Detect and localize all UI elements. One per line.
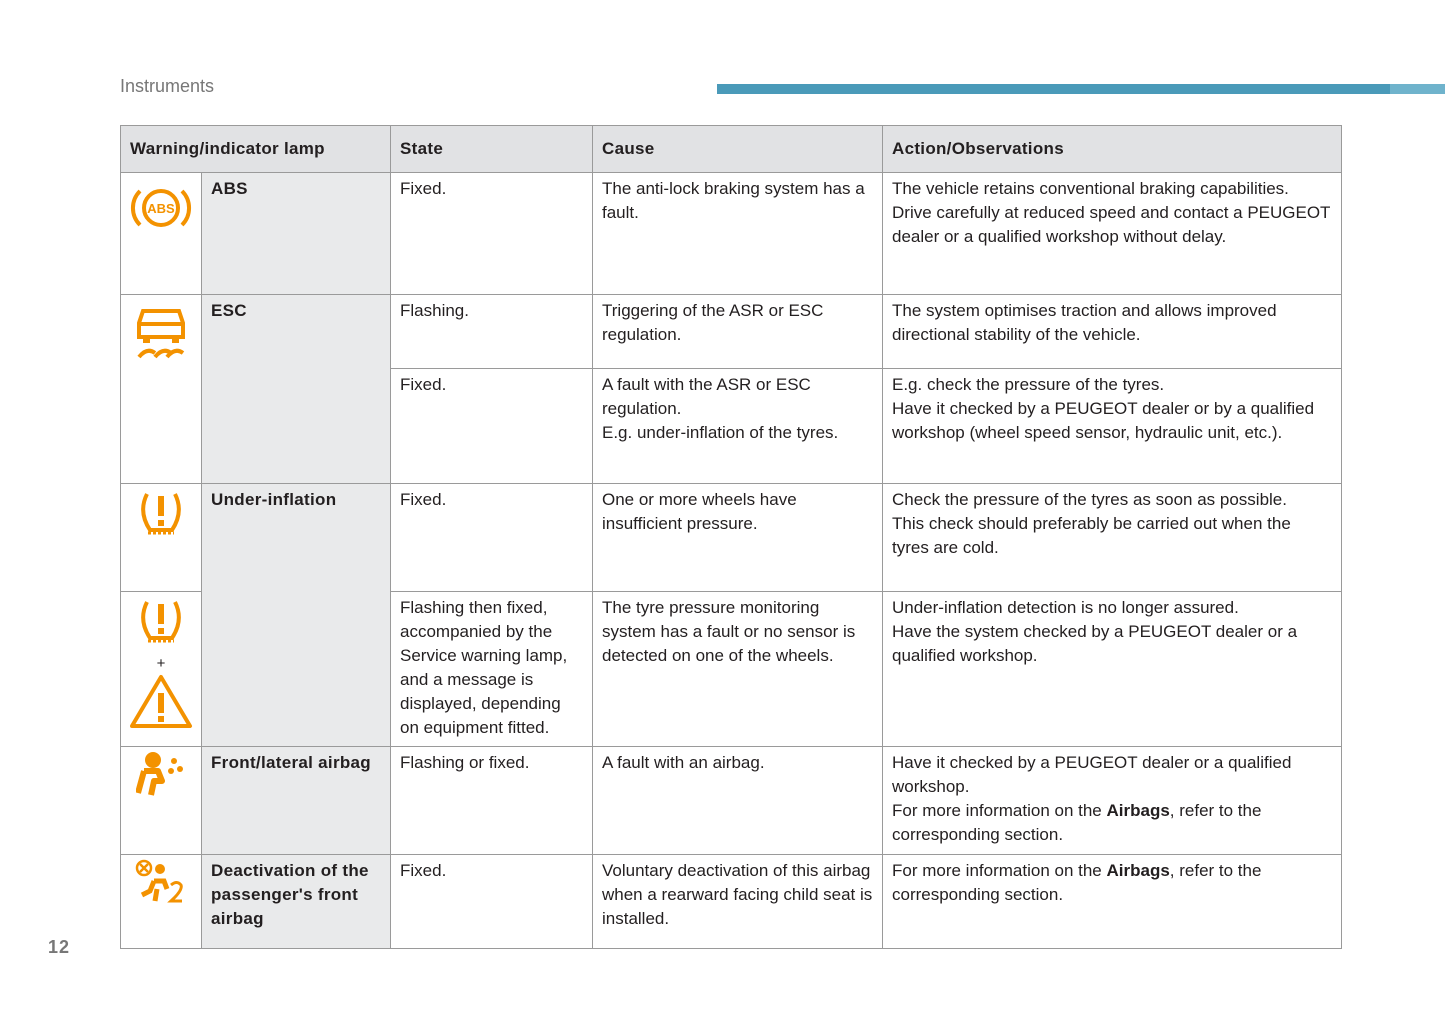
paragraph: The anti-lock braking system has a fault…	[602, 179, 865, 222]
icon-graphic	[137, 309, 185, 359]
action: The system optimises traction and allows…	[882, 294, 1342, 369]
bold-text: Airbags	[1106, 801, 1170, 820]
paragraph: For more information on the Airbags, ref…	[892, 799, 1332, 847]
cause: The tyre pressure monitoring system has …	[592, 591, 883, 747]
section-title: Instruments	[120, 76, 215, 96]
paragraph: Voluntary deactivation of this airbag wh…	[602, 861, 873, 928]
state: Fixed.	[390, 483, 593, 592]
table-row: ABS ABS Fixed. The anti-lock braking system…	[120, 172, 1342, 295]
paragraph: Triggering of the ASR or ESC regulation.	[602, 301, 824, 344]
text: For more information on the	[892, 801, 1107, 820]
paragraph: For more information on the Airbags, ref…	[892, 859, 1332, 907]
lamp-name: ESC	[201, 294, 391, 484]
state: Flashing or fixed.	[390, 746, 593, 855]
paragraph: Drive carefully at reduced speed and con…	[892, 203, 1331, 246]
lamp-name: Front/lateral airbag	[201, 746, 391, 855]
text: , refer to the corresponding section.	[892, 861, 1262, 904]
state: Fixed.	[390, 172, 593, 295]
icon-cell	[120, 854, 202, 949]
cause: A fault with an airbag.	[592, 746, 883, 855]
paragraph: Check the pressure of the tyres as soon …	[892, 490, 1287, 509]
paragraph: A fault with the ASR or ESC regulation.	[602, 375, 811, 418]
lamp-name: Deactivation of the passenger's front ai…	[201, 854, 391, 949]
state: Fixed.	[390, 854, 593, 949]
state: Fixed.	[390, 368, 593, 484]
action: E.g. check the pressure of the tyres. Hav…	[882, 368, 1342, 484]
icon-graphic	[135, 859, 183, 903]
header-row: Warning/indicator lamp State Cause Action/O…	[120, 125, 1342, 173]
state: Flashing.	[390, 294, 593, 369]
warning-icon	[122, 859, 201, 912]
paragraph: The tyre pressure monitoring system has …	[602, 598, 856, 665]
state: Flashing then fixed, accompanied by the …	[390, 591, 593, 747]
icon-graphic: ABS	[130, 189, 192, 227]
icon-text: ABS	[147, 201, 175, 216]
paragraph: A fault with an airbag.	[602, 753, 765, 772]
icon-cell	[120, 483, 202, 592]
warning-icon: ABS	[122, 177, 201, 246]
page-number: 12	[48, 937, 71, 957]
column-header: Warning/indicator lamp	[120, 125, 391, 173]
warning-icon	[122, 488, 201, 547]
bold-text: Airbags	[1106, 861, 1170, 880]
action: Have it checked by a PEUGEOT dealer or a…	[882, 746, 1342, 855]
cause: The anti-lock braking system has a fault…	[592, 172, 883, 295]
action: Check the pressure of the tyres as soon …	[882, 483, 1342, 592]
column-header: State	[390, 125, 593, 173]
icon-graphic	[135, 752, 183, 796]
paragraph: Under-inflation detection is no longer a…	[892, 598, 1239, 617]
column-header: Action/Observations	[882, 125, 1342, 173]
paragraph: One or more wheels have insufficient pre…	[602, 490, 797, 533]
paragraph: E.g. check the pressure of the tyres.	[892, 375, 1165, 394]
paragraph: Have it checked by a PEUGEOT dealer or a…	[892, 753, 1292, 796]
cause: Voluntary deactivation of this airbag wh…	[592, 854, 883, 949]
header-bar	[717, 84, 1390, 94]
icon-graphic	[141, 493, 181, 535]
action: The vehicle retains conventional braking…	[882, 172, 1342, 295]
icon-graphic	[130, 675, 192, 728]
icon-cell	[120, 746, 202, 855]
table-row: Deactivation of the passenger's front ai…	[120, 854, 1342, 949]
text: For more information on the	[892, 861, 1107, 880]
paragraph: This check should preferably be carried …	[892, 514, 1291, 557]
warning-icon	[122, 299, 201, 372]
action: Under-inflation detection is no longer a…	[882, 591, 1342, 747]
lamp-name: Under-inflation	[201, 483, 391, 747]
warning-table: Warning/indicator lamp State Cause Action/O…	[120, 125, 1342, 949]
icon-cell	[120, 294, 202, 484]
icon-joiner: +	[156, 655, 166, 672]
paragraph: The vehicle retains conventional braking…	[892, 179, 1289, 198]
table-row: + Flashing then fixed, accompanied by the…	[120, 591, 1342, 747]
icon-graphic	[141, 601, 181, 643]
icon-cell: ABS	[120, 172, 202, 295]
table-row: Front/lateral airbag Flashing or fixed. A …	[120, 746, 1342, 855]
header-bar-end	[1390, 84, 1445, 94]
warning-icon	[122, 596, 201, 655]
column-header: Cause	[592, 125, 883, 173]
action: For more information on the Airbags, ref…	[882, 854, 1342, 949]
table-row: Under-inflation Fixed. One or more wheels …	[120, 483, 1342, 747]
text: , refer to the corresponding section.	[892, 801, 1262, 844]
paragraph: The system optimises traction and allows…	[892, 301, 1277, 344]
paragraph: Have it checked by a PEUGEOT dealer or b…	[892, 399, 1315, 442]
cause: Triggering of the ASR or ESC regulation.	[592, 294, 883, 369]
cause: A fault with the ASR or ESC regulation. E…	[592, 368, 883, 484]
cause: One or more wheels have insufficient pre…	[592, 483, 883, 592]
table-row: Fixed. A fault with the ASR or ESC regula…	[121, 368, 1342, 484]
lamp-name: ABS	[201, 172, 391, 295]
icon-cell: +	[120, 591, 202, 747]
paragraph: Have the system checked by a PEUGEOT dea…	[892, 622, 1298, 665]
warning-icon	[122, 751, 201, 804]
warning-icon	[122, 673, 201, 736]
table-row: ESC Flashing. Triggering of the ASR or ESC…	[120, 294, 1342, 484]
paragraph: E.g. under-inflation of the tyres.	[602, 423, 839, 442]
